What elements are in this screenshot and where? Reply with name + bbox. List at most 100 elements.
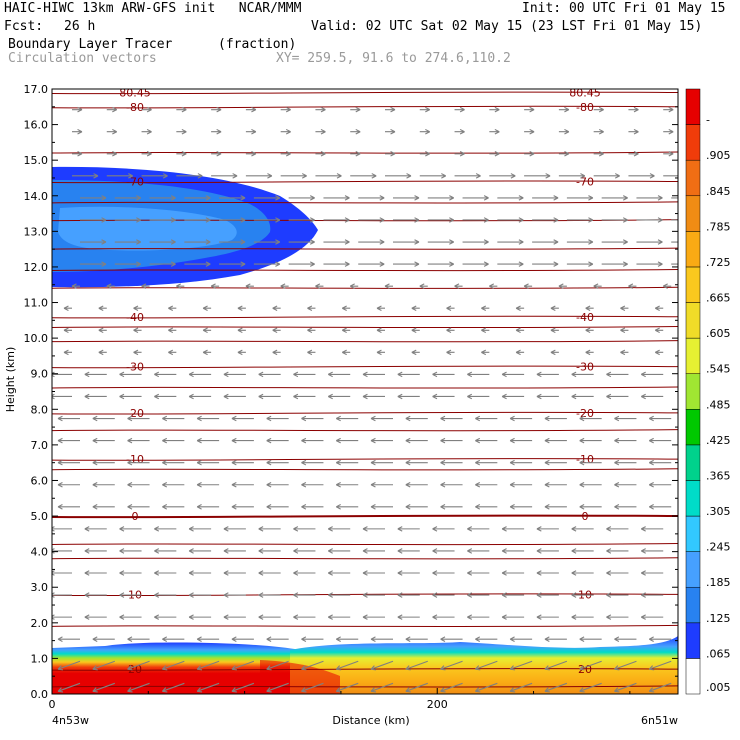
wind-vector — [72, 128, 83, 135]
contour-line — [52, 685, 678, 688]
wind-vector — [509, 437, 533, 444]
wind-vector — [211, 106, 222, 113]
wind-vector — [98, 349, 107, 356]
wind-vector — [280, 151, 291, 157]
contour-line — [52, 151, 678, 154]
wind-vector — [524, 128, 535, 135]
wind-vector — [571, 548, 594, 554]
field-units: (fraction) — [218, 37, 297, 52]
wind-vector — [571, 393, 594, 400]
wind-vector — [141, 128, 152, 135]
wind-vector — [176, 173, 203, 179]
xy-range: XY= 259.5, 91.6 to 274.6,110.2 — [276, 51, 511, 66]
colorbar-swatch — [685, 88, 701, 125]
wind-vector — [509, 481, 533, 488]
wind-vector — [266, 504, 289, 510]
wind-vector — [119, 548, 142, 554]
wind-vector — [358, 239, 385, 245]
contour-line — [52, 105, 678, 109]
wind-vector — [219, 261, 246, 267]
wind-vector — [288, 239, 315, 245]
wind-vector — [640, 614, 664, 620]
wind-vector — [258, 393, 281, 400]
wind-vector — [648, 504, 672, 510]
wind-vector — [571, 570, 594, 576]
wind-vector — [92, 504, 115, 510]
wind-vector — [335, 481, 359, 488]
wind-vector — [524, 173, 551, 179]
wind-vector — [593, 283, 602, 289]
colorbar-label: .485 — [706, 398, 731, 411]
wind-vector — [315, 173, 342, 179]
contour-line — [52, 668, 678, 671]
wind-vector — [636, 239, 663, 245]
wind-vector — [335, 636, 359, 642]
colorbar-label: .185 — [706, 576, 731, 589]
wind-vector — [524, 151, 535, 157]
wind-vector — [370, 504, 393, 510]
wind-vector — [515, 327, 525, 334]
wind-vector — [223, 548, 246, 554]
wind-vector — [57, 660, 81, 671]
wind-vector — [544, 636, 567, 642]
wind-vector — [640, 393, 664, 400]
wind-vector — [663, 128, 674, 135]
wind-vector — [202, 349, 212, 356]
wind-vector — [475, 636, 498, 642]
wind-vector — [127, 437, 150, 444]
colorbar-swatch — [685, 480, 701, 517]
wind-vector — [376, 349, 385, 356]
wind-vector — [593, 106, 604, 113]
wind-vector — [98, 327, 107, 334]
wind-vector — [188, 548, 212, 554]
wind-vector — [501, 371, 525, 378]
colorbar: .005 .065 .125 .185 .245 .305 .365 .425 .485 .545… — [685, 88, 731, 695]
wind-vector — [579, 437, 602, 444]
wind-vector — [550, 349, 559, 356]
wind-vector — [161, 660, 185, 671]
contour-label: -10 — [576, 453, 594, 466]
wind-vector — [475, 459, 498, 466]
wind-vector — [211, 151, 222, 157]
wind-vector — [432, 526, 455, 532]
wind-vector — [509, 459, 533, 466]
colorbar-label: - — [706, 114, 710, 127]
wind-vector — [501, 614, 525, 620]
wind-vector — [154, 526, 177, 532]
wind-vector — [558, 173, 586, 179]
colorbar-swatch — [685, 622, 701, 659]
wind-vector — [315, 106, 326, 113]
wind-vector — [231, 459, 254, 466]
colorbar-swatch — [685, 515, 701, 552]
wind-vector — [385, 106, 396, 113]
wind-vector — [662, 283, 672, 289]
wind-vector — [593, 151, 604, 157]
wind-vector — [405, 415, 428, 422]
wind-vector — [620, 305, 629, 311]
wind-vector — [266, 437, 289, 444]
wind-vector — [532, 195, 559, 201]
wind-vector — [127, 504, 150, 510]
wind-vector — [223, 393, 246, 400]
wind-vector — [446, 327, 455, 334]
wind-vector — [671, 263, 678, 265]
wind-vector — [411, 327, 420, 334]
wind-vector — [376, 305, 385, 311]
wind-vector — [127, 682, 150, 693]
wind-vector — [301, 481, 324, 488]
wind-vector — [467, 592, 490, 598]
wind-vector — [601, 261, 628, 267]
wind-vector — [119, 592, 142, 598]
wind-vector — [245, 128, 257, 135]
wind-vector — [427, 195, 455, 201]
wind-vector — [149, 261, 176, 267]
wind-vector — [432, 570, 455, 576]
wind-vector — [606, 526, 629, 532]
wind-vector — [376, 327, 385, 334]
wind-vector — [648, 415, 672, 422]
wind-vector — [335, 504, 359, 510]
wind-vector — [384, 283, 393, 289]
colorbar-label: .245 — [706, 541, 731, 554]
wind-vector — [536, 526, 559, 532]
wind-vector — [52, 371, 72, 378]
